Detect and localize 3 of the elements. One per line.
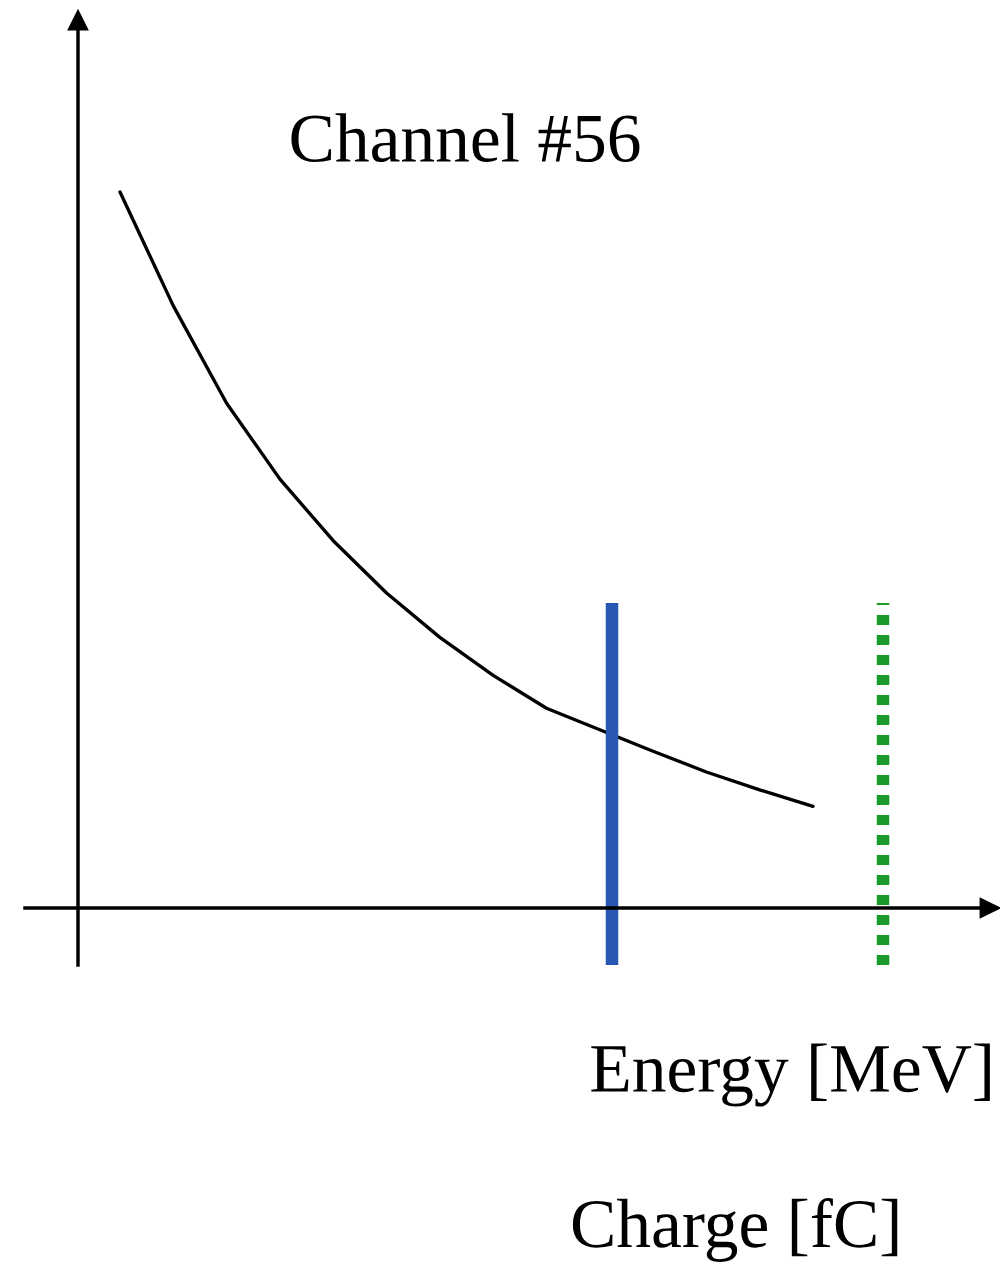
x-axis-title: Energy [MeV]: [591, 1043, 990, 1107]
text: Charge [fC]: [572, 1198, 898, 1262]
chart-title: Channel #56: [291, 113, 640, 163]
